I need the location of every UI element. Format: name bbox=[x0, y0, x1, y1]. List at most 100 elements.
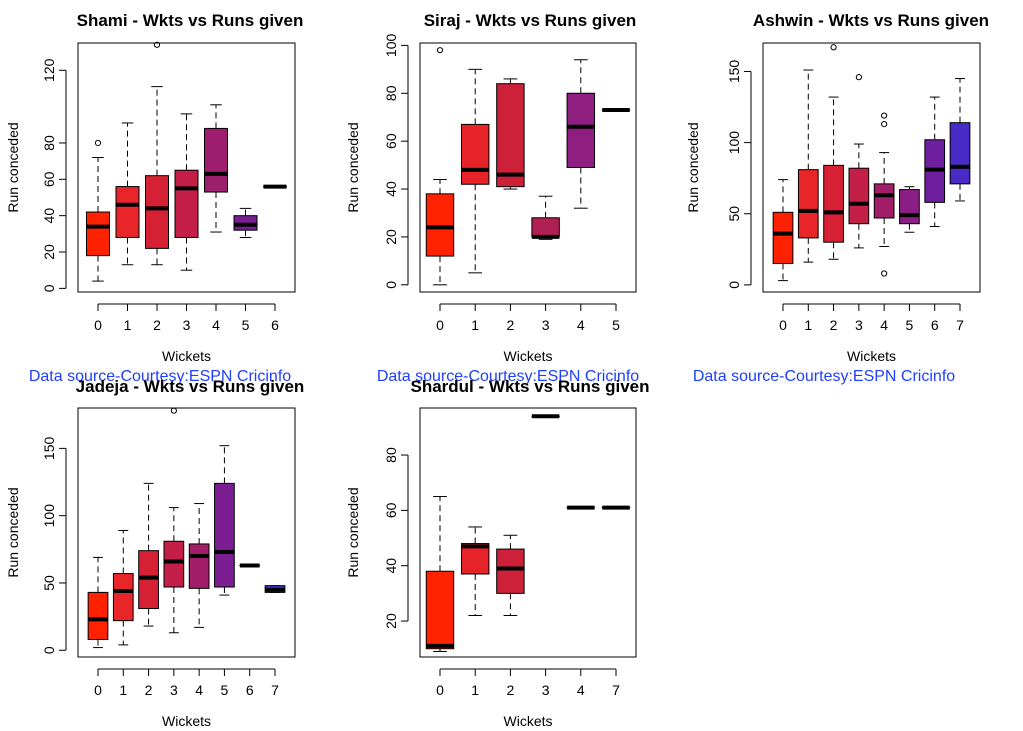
panel-4: Shardul - Wkts vs Runs given 20 40 60 80 0 1 2 3… bbox=[345, 377, 650, 729]
y-axis-label: Run conceded bbox=[5, 487, 21, 577]
x-tick-label: 6 bbox=[931, 317, 939, 333]
box-7 bbox=[264, 585, 286, 593]
x-tick-label: 0 bbox=[436, 682, 444, 698]
y-tick-label: 60 bbox=[383, 502, 399, 518]
box-0 bbox=[425, 47, 455, 286]
box-1 bbox=[115, 122, 140, 266]
y-tick-label: 50 bbox=[41, 575, 57, 591]
x-tick-label: 5 bbox=[242, 317, 250, 333]
panel-0: Shami - Wkts vs Runs given 0 20 40 60 80 120 0 1… bbox=[5, 11, 303, 385]
x-tick-label: 3 bbox=[183, 317, 191, 333]
iqr-box bbox=[566, 92, 596, 168]
x-tick-label: 0 bbox=[94, 682, 102, 698]
y-tick-label: 40 bbox=[383, 558, 399, 574]
y-tick-label: 0 bbox=[41, 284, 57, 292]
y-axis-label: Run conceded bbox=[345, 487, 361, 577]
iqr-box bbox=[496, 83, 525, 188]
data-source-caption: Data source-Courtesy:ESPN Cricinfo bbox=[693, 368, 955, 385]
x-tick-label: 0 bbox=[94, 317, 102, 333]
box-2 bbox=[496, 534, 525, 616]
x-tick-label: 1 bbox=[804, 317, 812, 333]
x-tick-label: 6 bbox=[246, 682, 254, 698]
outlier-point bbox=[881, 270, 888, 277]
data-source-caption: Data source-Courtesy:ESPN Cricinfo bbox=[29, 368, 291, 385]
iqr-box bbox=[949, 122, 971, 185]
x-tick-label: 5 bbox=[906, 317, 914, 333]
panel-3: Jadeja - Wkts vs Runs given 0 50 100 150 0 1 2 3… bbox=[5, 377, 304, 729]
y-tick-label: 100 bbox=[726, 131, 742, 155]
chart-title: Siraj - Wkts vs Runs given bbox=[424, 11, 637, 30]
box-2 bbox=[496, 78, 525, 190]
x-tick-label: 2 bbox=[830, 317, 838, 333]
iqr-box bbox=[797, 169, 819, 239]
panel-1: Siraj - Wkts vs Runs given 0 20 40 60 80 100 0 1… bbox=[345, 11, 639, 385]
plot-frame bbox=[419, 42, 637, 293]
x-tick-label: 6 bbox=[271, 317, 279, 333]
x-tick-label: 2 bbox=[507, 317, 515, 333]
box-3 bbox=[848, 74, 870, 249]
y-tick-label: 60 bbox=[41, 171, 57, 187]
x-tick-label: 4 bbox=[577, 682, 585, 698]
x-tick-label: 7 bbox=[612, 682, 620, 698]
y-tick-label: 40 bbox=[383, 181, 399, 197]
x-tick-label: 0 bbox=[436, 317, 444, 333]
box-0 bbox=[425, 496, 455, 652]
outlier-point bbox=[881, 121, 888, 128]
iqr-box bbox=[425, 570, 455, 650]
x-axis-label: Wickets bbox=[504, 713, 553, 729]
outlier-point bbox=[830, 44, 837, 51]
iqr-box bbox=[163, 540, 185, 588]
chart-title: Shami - Wkts vs Runs given bbox=[77, 11, 304, 30]
box-0 bbox=[772, 179, 794, 282]
box-4 bbox=[873, 112, 895, 277]
chart-title: Ashwin - Wkts vs Runs given bbox=[753, 11, 989, 30]
iqr-box bbox=[848, 167, 870, 225]
y-tick-label: 80 bbox=[383, 447, 399, 463]
x-tick-label: 3 bbox=[542, 682, 550, 698]
iqr-box bbox=[214, 482, 235, 588]
box-1 bbox=[797, 69, 819, 263]
y-tick-label: 40 bbox=[41, 208, 57, 224]
plot-frame bbox=[419, 407, 637, 658]
iqr-box bbox=[873, 183, 895, 219]
box-4 bbox=[188, 503, 210, 628]
iqr-box bbox=[425, 193, 455, 257]
box-1 bbox=[460, 526, 490, 616]
x-tick-label: 5 bbox=[612, 317, 620, 333]
iqr-box bbox=[115, 186, 140, 238]
box-6 bbox=[924, 96, 946, 228]
iqr-box bbox=[188, 543, 210, 589]
box-5 bbox=[233, 207, 258, 238]
y-tick-label: 50 bbox=[726, 206, 742, 222]
box-5 bbox=[899, 186, 920, 233]
x-tick-label: 2 bbox=[507, 682, 515, 698]
box-0 bbox=[87, 556, 109, 649]
x-axis-label: Wickets bbox=[504, 348, 553, 364]
chart-title: Jadeja - Wkts vs Runs given bbox=[76, 377, 305, 396]
outlier-point bbox=[881, 112, 888, 119]
x-tick-label: 5 bbox=[221, 682, 229, 698]
iqr-box bbox=[899, 189, 920, 225]
panel-2: Ashwin - Wkts vs Runs given 0 50 100 150 0 1 2 3… bbox=[685, 11, 989, 385]
plot-frame bbox=[77, 42, 296, 293]
y-tick-label: 80 bbox=[41, 135, 57, 151]
x-tick-label: 1 bbox=[119, 682, 127, 698]
box-4 bbox=[203, 104, 229, 233]
y-tick-label: 100 bbox=[41, 504, 57, 528]
x-tick-label: 4 bbox=[212, 317, 220, 333]
outlier-point bbox=[94, 139, 102, 147]
box-1 bbox=[112, 529, 134, 646]
chart-title: Shardul - Wkts vs Runs given bbox=[411, 377, 650, 396]
x-tick-label: 3 bbox=[170, 682, 178, 698]
box-3 bbox=[174, 113, 199, 271]
y-tick-label: 100 bbox=[383, 34, 399, 58]
box-3 bbox=[163, 407, 185, 634]
x-tick-label: 7 bbox=[956, 317, 964, 333]
x-tick-label: 0 bbox=[779, 317, 787, 333]
y-tick-label: 150 bbox=[726, 60, 742, 84]
y-tick-label: 120 bbox=[41, 58, 57, 82]
iqr-box bbox=[174, 169, 199, 238]
box-7 bbox=[949, 78, 971, 202]
plot-frame bbox=[77, 407, 296, 658]
